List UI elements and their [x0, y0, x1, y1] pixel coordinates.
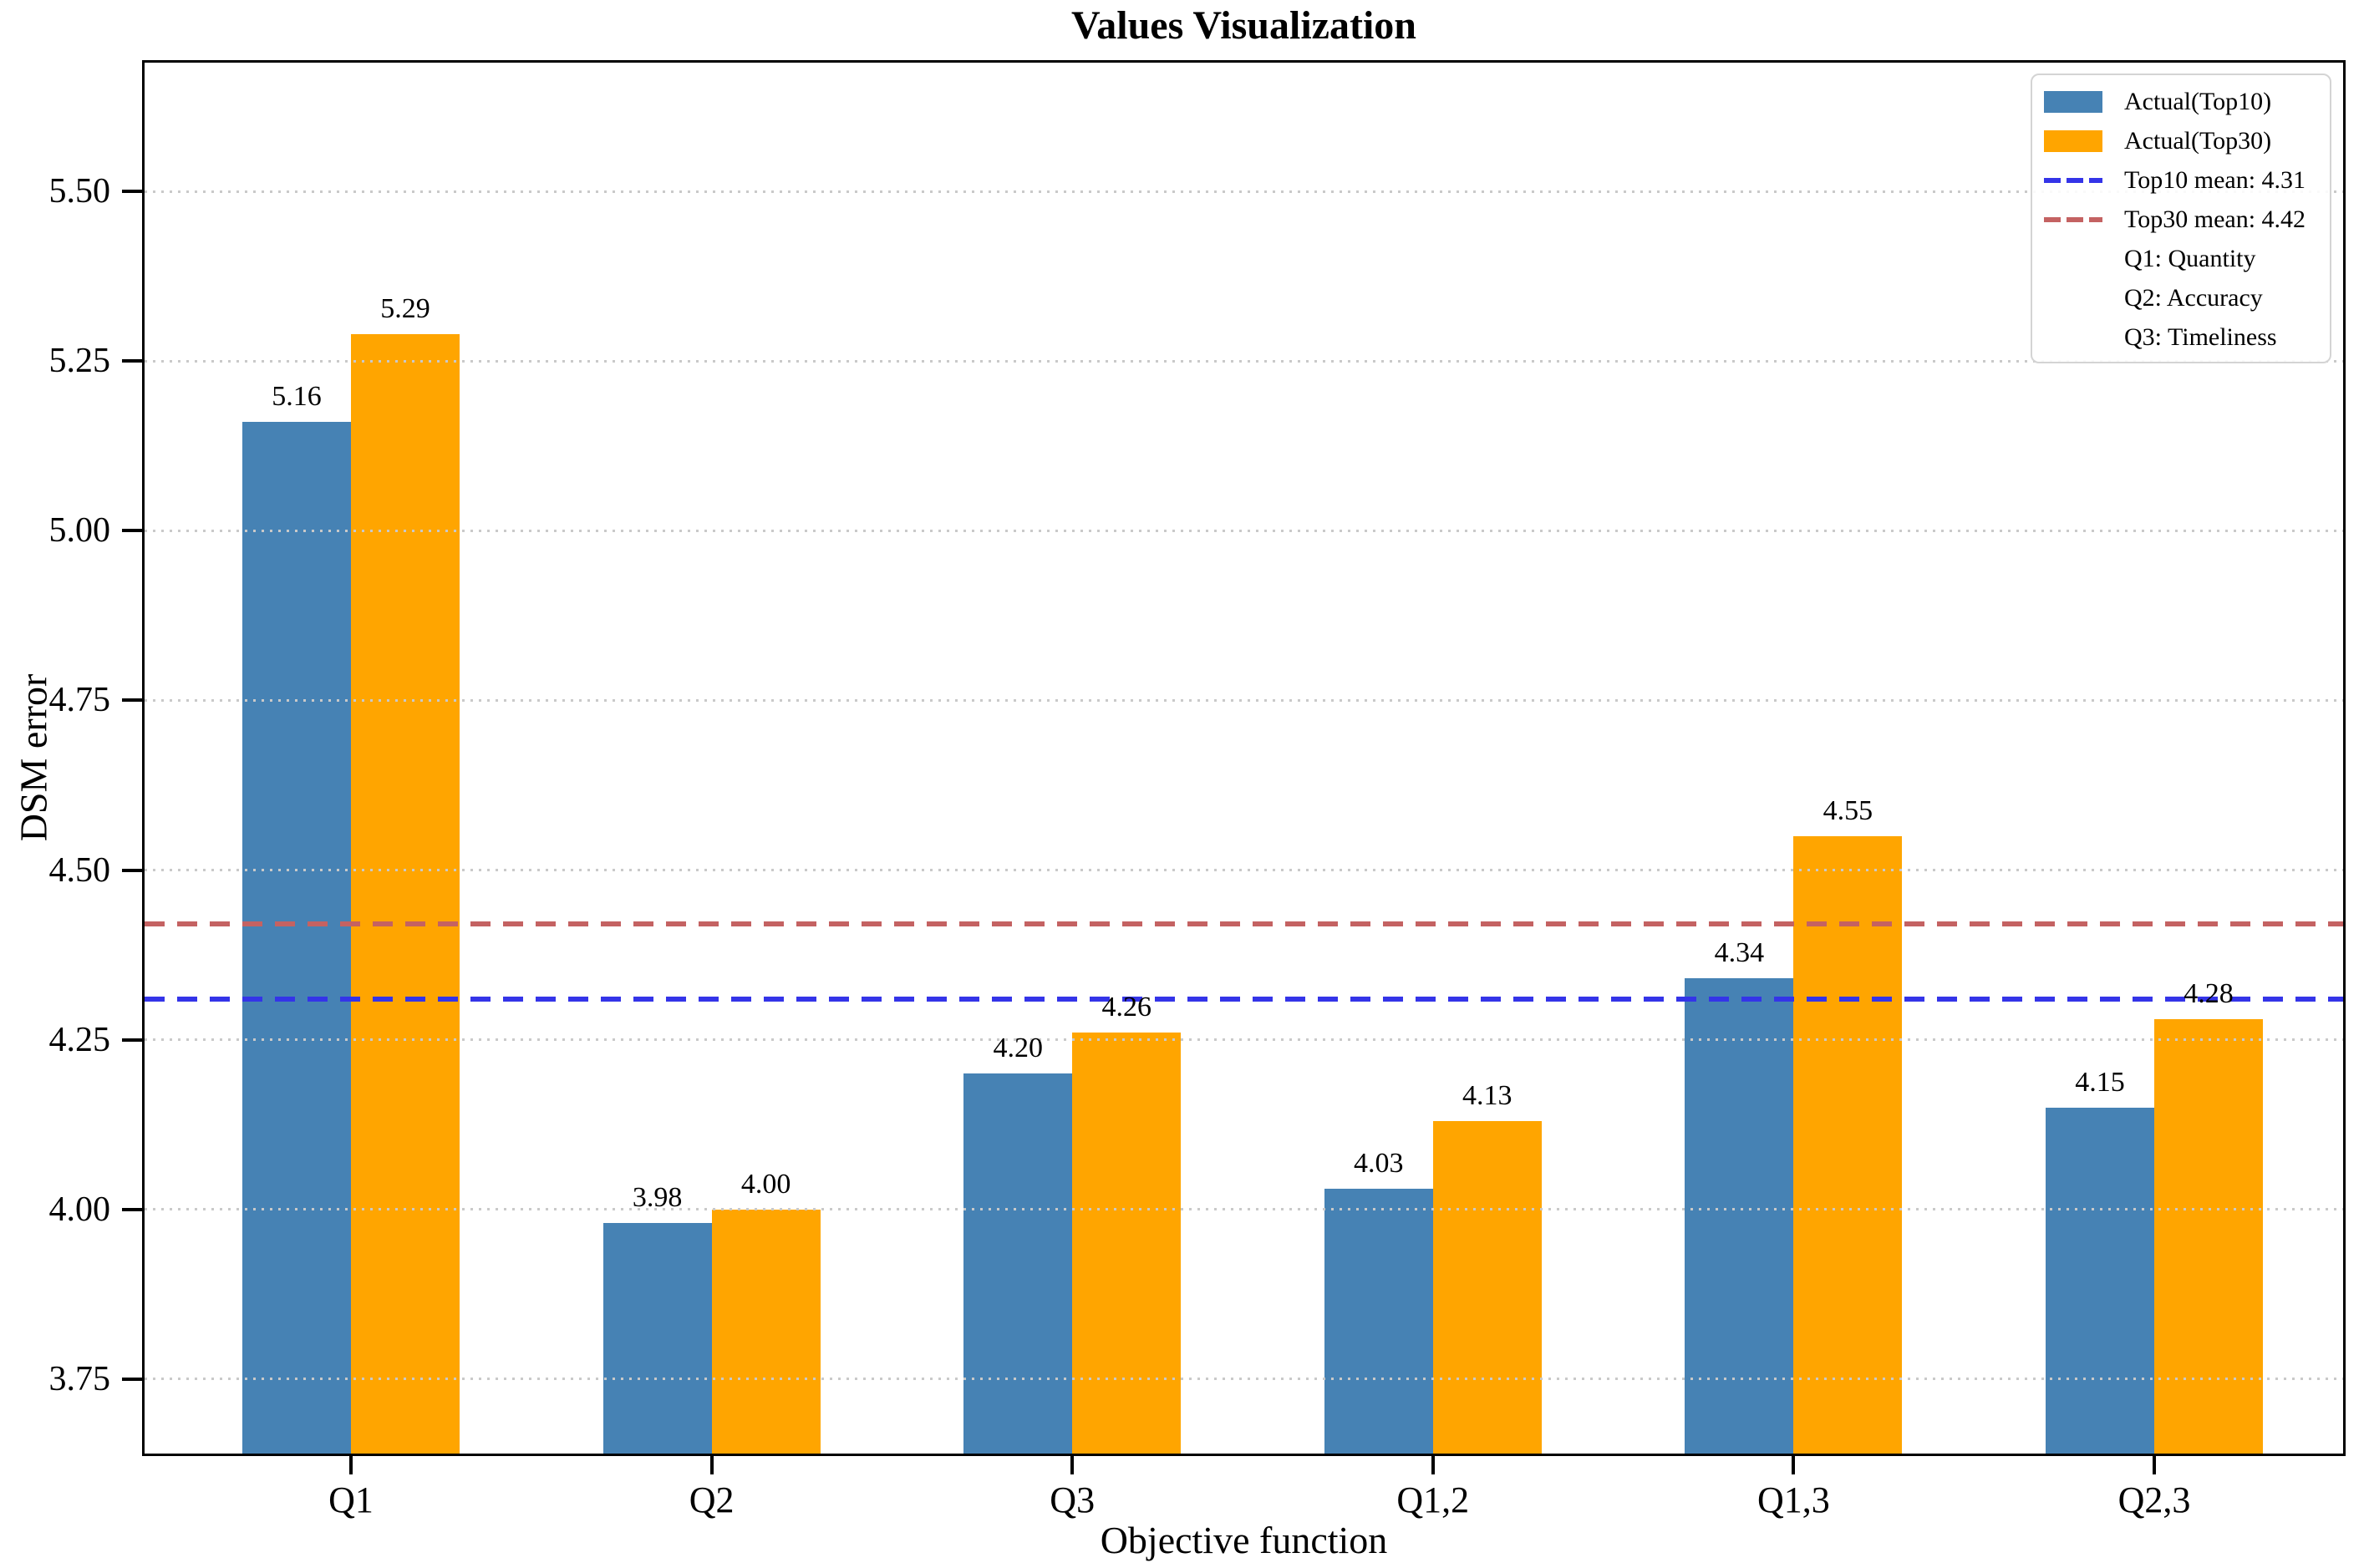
x-tick-label: Q2,3: [2117, 1479, 2191, 1520]
bar-value-label: 4.00: [740, 1168, 791, 1200]
x-axis-label: Objective function: [1100, 1519, 1388, 1561]
x-tick-mark: [349, 1456, 353, 1474]
gridline: [145, 869, 2343, 871]
y-tick-label: 5.50: [48, 172, 111, 211]
bar: [1793, 835, 1903, 1454]
x-tick-label: Q2: [689, 1479, 735, 1520]
legend-item: Actual(Top10): [2032, 82, 2330, 121]
x-tick-label: Q3: [1050, 1479, 1096, 1520]
x-tick-mark: [1431, 1456, 1435, 1474]
y-tick-mark: [122, 190, 142, 194]
bar: [602, 1222, 712, 1454]
y-tick-mark: [122, 868, 142, 872]
y-tick-mark: [122, 359, 142, 363]
x-tick-mark: [1070, 1456, 1075, 1474]
legend-color-swatch: [2044, 90, 2102, 113]
legend-item: Q1: Quantity: [2032, 239, 2330, 278]
bar: [242, 422, 351, 1454]
gridline: [145, 1038, 2343, 1042]
bar: [963, 1073, 1073, 1454]
y-tick-label: 4.50: [48, 850, 111, 890]
bar-value-label: 4.26: [1101, 992, 1151, 1023]
bar-value-label: 4.28: [2184, 978, 2234, 1010]
legend-label: Top10 mean: 4.31: [2124, 165, 2306, 194]
y-tick-mark: [122, 1377, 142, 1381]
gridline: [145, 190, 2343, 193]
gridline: [145, 1208, 2343, 1211]
gridline: [145, 359, 2343, 363]
bar-value-label: 4.20: [993, 1033, 1043, 1064]
bar-value-label: 4.55: [1823, 794, 1873, 826]
y-tick-mark: [122, 1207, 142, 1211]
legend-label: Q2: Accuracy: [2124, 283, 2263, 312]
y-tick-label: 4.75: [48, 681, 111, 720]
bar-value-label: 4.03: [1354, 1148, 1404, 1180]
legend: Actual(Top10) Actual(Top30) Top10 mean: 4.…: [2031, 74, 2331, 363]
legend-label: Actual(Top30): [2124, 126, 2272, 155]
legend-item: Top30 mean: 4.42: [2032, 200, 2330, 239]
bar: [711, 1209, 821, 1454]
x-tick-mark: [2153, 1456, 2156, 1474]
bar: [1432, 1121, 1542, 1454]
mean-line: [145, 921, 2343, 927]
legend-color-swatch: [2044, 129, 2102, 152]
legend-item: Top10 mean: 4.31: [2032, 160, 2330, 200]
y-tick-mark: [122, 529, 142, 533]
legend-item: Actual(Top30): [2032, 121, 2330, 160]
mean-line: [145, 996, 2343, 1002]
bar: [1324, 1189, 1433, 1454]
bar-value-label: 4.13: [1462, 1080, 1512, 1112]
y-tick-label: 5.25: [48, 342, 111, 381]
chart-title: Values Visualization: [1071, 3, 1416, 48]
y-tick-mark: [122, 1038, 142, 1042]
legend-label: Top30 mean: 4.42: [2124, 205, 2306, 233]
bar-value-label: 3.98: [632, 1181, 683, 1213]
x-tick-label: Q1,2: [1396, 1479, 1470, 1520]
x-tick-label: Q1: [328, 1479, 374, 1520]
x-tick-label: Q1,3: [1757, 1479, 1830, 1520]
gridline: [145, 698, 2343, 702]
y-tick-mark: [122, 698, 142, 703]
gridline: [145, 1378, 2343, 1381]
bar: [2046, 1107, 2154, 1454]
y-tick-label: 4.25: [48, 1020, 111, 1059]
bar: [351, 333, 460, 1454]
legend-label: Q3: Timeliness: [2124, 322, 2277, 351]
legend-dash-swatch: [2044, 177, 2102, 183]
x-tick-mark: [709, 1456, 714, 1474]
y-tick-label: 4.00: [48, 1190, 111, 1229]
legend-item: Q3: Timeliness: [2032, 317, 2330, 357]
x-tick-mark: [1792, 1456, 1796, 1474]
y-tick-label: 3.75: [48, 1359, 111, 1398]
legend-label: Q1: Quantity: [2124, 244, 2256, 272]
legend-label: Actual(Top10): [2124, 87, 2272, 115]
gridline: [145, 529, 2343, 532]
bar: [2154, 1019, 2263, 1454]
bar: [1072, 1033, 1182, 1454]
legend-dash-swatch: [2044, 216, 2102, 222]
bar-value-label: 5.16: [272, 381, 322, 413]
bar-value-label: 4.15: [2075, 1066, 2125, 1098]
plot-area: 5.16 3.98 4.20 4.03 4.34 4.15 5.29 4.00 4.26 4.13…: [142, 60, 2346, 1456]
y-tick-label: 5.00: [48, 511, 111, 551]
bar-value-label: 4.34: [1714, 937, 1765, 969]
bar-value-label: 5.29: [380, 292, 430, 324]
legend-item: Q2: Accuracy: [2032, 278, 2330, 317]
bar: [1685, 978, 1794, 1454]
